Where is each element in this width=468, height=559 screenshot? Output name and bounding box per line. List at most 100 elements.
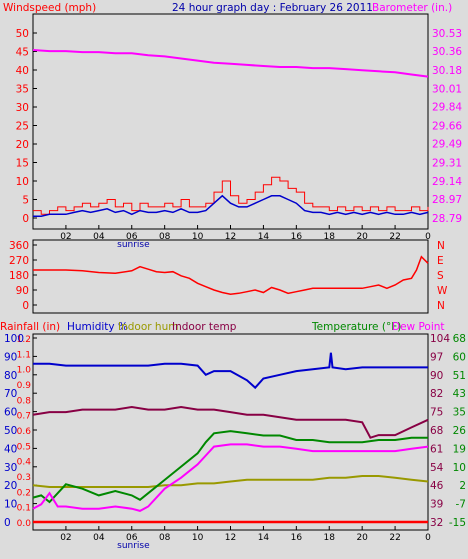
- panel1-x-tick-label: 16: [291, 232, 303, 242]
- panel3-x-tick-label: 02: [60, 533, 71, 543]
- humidity-y-tick-label: 70: [4, 388, 17, 400]
- windspeed-y-tick-label: 45: [16, 47, 29, 59]
- temperature-y-tick-label: 43: [453, 388, 466, 400]
- direction-y-tick-label: 90: [16, 285, 29, 297]
- temperature-axis-title: Temperature (°F): [311, 321, 401, 333]
- compass-tick-label: S: [437, 270, 444, 282]
- indoor-temp-y-tick-label: 54: [430, 462, 444, 474]
- windspeed-y-tick-label: 50: [16, 28, 29, 40]
- barometer-y-tick-label: 30.18: [432, 65, 462, 77]
- rainfall-y-tick-label: 1.1: [17, 350, 31, 360]
- panel3-x-tick-label: 18: [324, 533, 336, 543]
- indoor-temp-axis-title: Indoor temp: [172, 321, 237, 333]
- panel3-x-tick-label: 06: [126, 533, 138, 543]
- windspeed-y-tick-label: 40: [16, 65, 29, 77]
- barometer-y-tick-label: 28.97: [432, 194, 462, 206]
- temperature-y-tick-label: -7: [456, 499, 466, 511]
- rainfall-y-tick-label: 1.2: [17, 335, 31, 345]
- indoor-temp-y-tick-label: 61: [430, 443, 443, 455]
- rainfall-y-tick-label: 0.8: [17, 396, 32, 406]
- barometer-y-tick-label: 29.31: [432, 158, 462, 170]
- humidity-y-tick-label: 100: [4, 333, 24, 345]
- panel1-x-tick-label: 08: [159, 232, 171, 242]
- panel1-x-tick-label: 22: [389, 232, 400, 242]
- humidity-y-tick-label: 60: [4, 407, 17, 419]
- humidity-line: [33, 352, 428, 390]
- compass-tick-label: E: [437, 255, 444, 267]
- windspeed-y-tick-label: 25: [16, 121, 29, 133]
- windspeed-y-tick-label: 30: [16, 102, 29, 114]
- panel3-x-tick-label: 16: [291, 533, 303, 543]
- barometer-y-tick-label: 29.14: [432, 176, 462, 188]
- dew-point-axis-title: Dew Point: [392, 321, 445, 333]
- windspeed-y-tick-label: 35: [16, 84, 29, 96]
- humidity-y-tick-label: 0: [4, 517, 11, 529]
- temperature-y-tick-label: 51: [453, 370, 466, 382]
- dew-point-line: [32, 443, 429, 512]
- panel1-x-tick-label: 0: [425, 232, 431, 242]
- rainfall-y-tick-label: 0.1: [17, 504, 31, 514]
- direction-y-tick-label: 270: [9, 255, 29, 267]
- panel-wind-barometer: [32, 13, 429, 230]
- humidity-y-tick-label: 90: [4, 351, 17, 363]
- panel1-x-tick-label: 06: [126, 232, 138, 242]
- indoor-humidity-line: [32, 475, 429, 488]
- temperature-y-tick-label: 10: [453, 462, 466, 474]
- indoor-temp-y-tick-label: 90: [430, 370, 443, 382]
- indoor-temp-y-tick-label: 46: [430, 480, 444, 492]
- humidity-y-tick-label: 50: [4, 425, 17, 437]
- panel3-x-tick-label: 08: [159, 533, 171, 543]
- barometer-y-tick-label: 30.01: [432, 83, 462, 95]
- barometer-line: [32, 49, 429, 78]
- humidity-y-tick-label: 40: [4, 443, 17, 455]
- humidity-axis-title: Humidity %: [67, 321, 128, 333]
- panel3-x-tick-label: 12: [225, 533, 236, 543]
- panel1-x-tick-label: 02: [60, 232, 71, 242]
- rainfall-y-tick-label: 0.7: [17, 412, 31, 422]
- rainfall-y-tick-label: 0.3: [17, 473, 31, 483]
- indoor-hum-axis-title: Indoor hum: [118, 321, 178, 333]
- temperature-y-tick-label: 26: [453, 425, 467, 437]
- rainfall-y-tick-label: 1.0: [17, 366, 32, 376]
- windspeed-y-tick-label: 15: [16, 158, 29, 170]
- direction-y-tick-label: 360: [9, 240, 29, 252]
- chart-title: 24 hour graph day : February 26 2011: [172, 2, 373, 14]
- windspeed-y-tick-label: 5: [22, 195, 29, 207]
- barometer-y-tick-label: 29.66: [432, 121, 462, 133]
- windspeed-y-tick-label: 20: [16, 139, 29, 151]
- indoor-temp-y-tick-label: 104: [430, 333, 450, 345]
- barometer-y-tick-label: 30.53: [432, 28, 462, 40]
- indoor-temp-y-tick-label: 39: [430, 499, 443, 511]
- panel3-x-tick-label: 14: [258, 533, 270, 543]
- direction-y-tick-label: 180: [9, 270, 29, 282]
- panel3-x-tick-label: 0: [425, 533, 431, 543]
- panel3-x-tick-label: 20: [356, 533, 368, 543]
- temperature-y-tick-label: 19: [453, 443, 466, 455]
- temperature-y-tick-label: -15: [449, 517, 466, 529]
- temperature-y-tick-label: 35: [453, 407, 466, 419]
- barometer-y-tick-label: 30.36: [432, 46, 462, 58]
- panel3-x-tick-label: 22: [389, 533, 400, 543]
- panel1-x-tick-label: 18: [324, 232, 336, 242]
- windspeed-y-tick-label: 10: [16, 176, 29, 188]
- rainfall-y-tick-label: 0.5: [17, 442, 31, 452]
- panel3-x-tick-label: 10: [192, 533, 204, 543]
- windspeed-y-tick-label: 0: [22, 213, 29, 225]
- barometer-axis-title: Barometer (in.): [372, 2, 452, 14]
- temperature-y-tick-label: 68: [453, 333, 466, 345]
- rainfall-y-tick-label: 0.6: [17, 427, 32, 437]
- temperature-y-tick-label: 2: [459, 480, 466, 492]
- panel3-x-tick-label: 04: [93, 533, 105, 543]
- windspeed-line: [33, 176, 429, 215]
- panel1-x-tick-label: 10: [192, 232, 204, 242]
- panel1-x-tick-label: 04: [93, 232, 105, 242]
- indoor-temp-y-tick-label: 32: [430, 517, 443, 529]
- panel3-sunrise-label: sunrise: [117, 541, 150, 551]
- rainfall-y-tick-label: 0.0: [17, 519, 32, 529]
- panel1-sunrise-label: sunrise: [117, 240, 150, 250]
- panel1-x-tick-label: 14: [258, 232, 270, 242]
- indoor-temp-y-tick-label: 68: [430, 425, 443, 437]
- temperature-y-tick-label: 60: [453, 351, 466, 363]
